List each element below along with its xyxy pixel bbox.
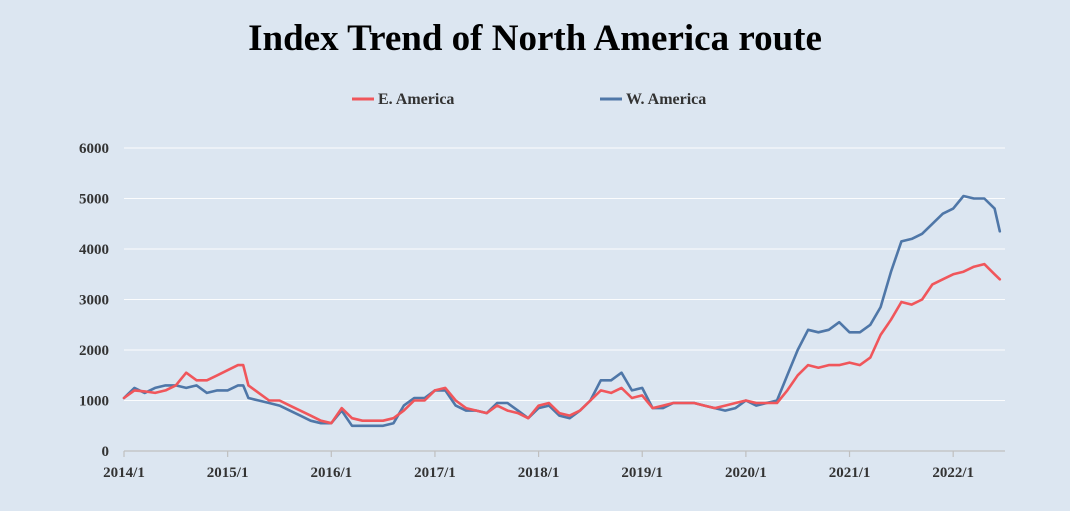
x-tick-label: 2018/1 bbox=[518, 465, 560, 481]
x-tick-label: 2017/1 bbox=[414, 465, 456, 481]
legend-label: W. America bbox=[626, 91, 706, 108]
legend-label: E. America bbox=[378, 91, 454, 108]
x-tick-label: 2020/1 bbox=[725, 465, 767, 481]
x-tick-label: 2014/1 bbox=[103, 465, 145, 481]
series-layer bbox=[122, 194, 1002, 428]
chart-title: Index Trend of North America route bbox=[248, 18, 822, 59]
chart-legend: E. America W. America bbox=[352, 91, 706, 108]
series-line-e-america bbox=[122, 262, 1002, 425]
x-tick-label: 2022/1 bbox=[932, 465, 974, 481]
x-tick-label: 2021/1 bbox=[829, 465, 871, 481]
grid-layer bbox=[124, 147, 1005, 401]
x-tick-label: 2019/1 bbox=[621, 465, 663, 481]
y-tick-label: 2000 bbox=[79, 343, 109, 359]
tick-layer: 0 1000 2000 3000 4000 5000 6000 2014/1 2015/1 201… bbox=[79, 141, 974, 481]
y-tick-label: 0 bbox=[102, 444, 110, 460]
x-tick-label: 2016/1 bbox=[310, 465, 352, 481]
series-line-w-america bbox=[122, 194, 1002, 428]
y-tick-label: 4000 bbox=[79, 242, 109, 258]
axis-layer bbox=[123, 450, 1005, 457]
y-tick-label: 5000 bbox=[79, 192, 109, 208]
x-tick-label: 2015/1 bbox=[207, 465, 249, 481]
y-tick-label: 1000 bbox=[79, 394, 109, 410]
y-tick-label: 3000 bbox=[79, 293, 109, 309]
y-tick-label: 6000 bbox=[79, 141, 109, 157]
